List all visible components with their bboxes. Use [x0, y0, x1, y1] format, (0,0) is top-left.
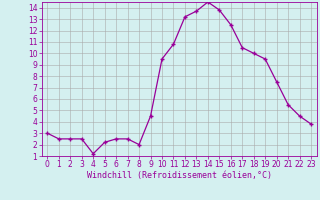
X-axis label: Windchill (Refroidissement éolien,°C): Windchill (Refroidissement éolien,°C): [87, 171, 272, 180]
